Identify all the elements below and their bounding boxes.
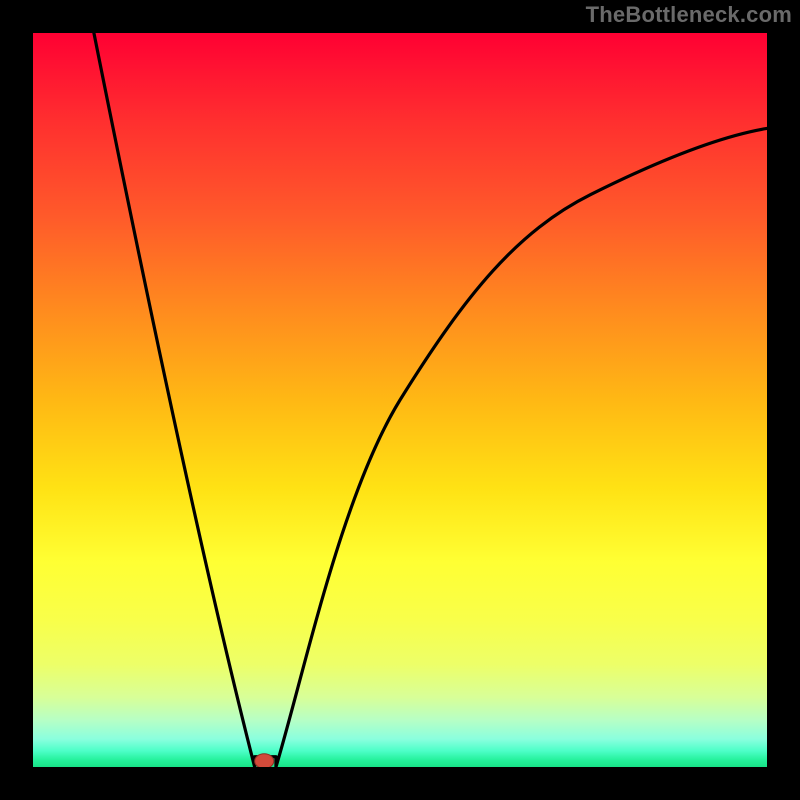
outer-frame: TheBottleneck.com xyxy=(0,0,800,800)
watermark-text: TheBottleneck.com xyxy=(586,2,792,28)
chart-svg xyxy=(33,33,767,767)
optimal-marker xyxy=(255,754,274,767)
plot-area xyxy=(33,33,767,767)
